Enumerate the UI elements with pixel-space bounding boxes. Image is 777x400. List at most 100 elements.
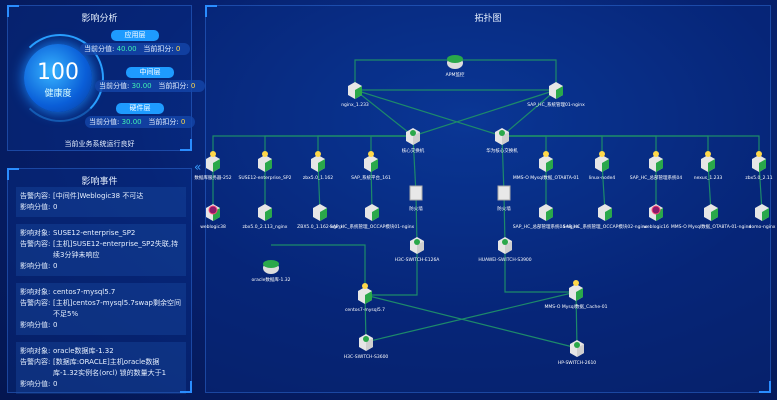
panel-title: 影响事件 bbox=[81, 177, 118, 187]
node-label: zbx5.0_1.162 bbox=[303, 175, 333, 181]
topology-node-firewall[interactable]: 防火墙 bbox=[409, 185, 423, 212]
topology-node-app[interactable]: SAP_HC_总部管理系统04-nginx bbox=[513, 204, 580, 230]
object-value: oracle数据库-1.32 bbox=[53, 347, 114, 355]
node-label: 防火墙 bbox=[497, 205, 511, 212]
score-label: 影响分值: bbox=[20, 321, 51, 329]
event-item[interactable]: 影响对象: oracle数据库-1.32 告警内容: [数据库:ORACLE]主机or… bbox=[16, 342, 186, 394]
topology-node-switch[interactable]: H3C-SWITCH-E126A bbox=[395, 237, 441, 263]
topology-link bbox=[354, 89, 414, 137]
content-label: 告警内容: bbox=[20, 192, 51, 200]
topology-node-weblogic[interactable]: weblogic16 bbox=[643, 204, 669, 230]
topology-node-host[interactable]: MMS-O Mysql数据_OTA8TA-01 bbox=[513, 151, 579, 181]
node-label: 核心交换机 bbox=[402, 147, 425, 154]
node-label: zbx5.0_2.11 bbox=[745, 175, 772, 181]
topology-node-app[interactable]: SAP_HC_系统管理_OCCAP模块01-nginx bbox=[330, 204, 415, 230]
event-item[interactable]: 影响对象: centos7-mysql5.7 告警内容: [主机]centos7-my… bbox=[16, 283, 186, 335]
topology-node-switch[interactable]: HUAWEI-SWITCH-S3900 bbox=[478, 237, 532, 263]
object-label: 影响对象: bbox=[20, 288, 51, 296]
object-label: 影响对象: bbox=[20, 229, 51, 237]
node-label: domo-nginx bbox=[749, 224, 776, 230]
score-label: 当前分值: bbox=[89, 118, 120, 126]
topology-node-host[interactable]: SAP_HC_总部管理系统04 bbox=[630, 151, 683, 181]
topology-link bbox=[365, 245, 418, 296]
topology-node-host[interactable]: zbx5.0_2.11 bbox=[745, 151, 773, 181]
topology-node-app[interactable]: zbx5.0_2.113_nginx bbox=[243, 204, 288, 230]
topology-node-db[interactable]: APM监控 bbox=[446, 55, 465, 78]
topology-node-switch[interactable]: 核心交换机 bbox=[402, 128, 425, 154]
score-label: 影响分值: bbox=[20, 380, 51, 388]
layer-app: 应用层 当前分值: 40.00 当前扣分: 0 bbox=[80, 30, 190, 55]
node-label: linux-node4 bbox=[589, 175, 616, 181]
panel-title: 影响分析 bbox=[81, 14, 118, 24]
topology-node-host[interactable]: MMS-O Mysql数据_Cache-01 bbox=[545, 280, 608, 310]
score-value: 0 bbox=[53, 380, 58, 388]
topology-node-db[interactable]: oracle数据库-1.32 bbox=[252, 260, 291, 283]
deduct-label: 当前扣分: bbox=[158, 82, 189, 90]
score-value: 30.00 bbox=[131, 82, 152, 90]
score-label: 当前分值: bbox=[99, 82, 130, 90]
topology-link bbox=[575, 291, 578, 349]
health-label: 健康度 bbox=[44, 89, 72, 99]
topology-node-app[interactable]: MMS-O Mysql数据_OTA8TA-01-nginx bbox=[671, 204, 752, 230]
topology-node-app[interactable]: SAP_HC_系统管理01-nginx bbox=[527, 82, 585, 108]
node-label: 防火墙 bbox=[409, 205, 423, 212]
layer-hardware: 硬件层 当前分值: 30.00 当前扣分: 0 bbox=[85, 103, 195, 128]
gauge-ring bbox=[16, 34, 104, 122]
deduct-label: 当前扣分: bbox=[143, 45, 174, 53]
topology-node-app[interactable]: ZBX5.0_1.162-nginx bbox=[297, 204, 343, 230]
topology-node-switch[interactable]: 华为核心交换机 bbox=[486, 128, 518, 154]
node-label: weblogic16 bbox=[643, 224, 669, 230]
topology-node-host[interactable]: linux-node4 bbox=[589, 151, 616, 181]
topology-link bbox=[264, 135, 413, 163]
content-value: [中间件]Weblogic38 不可达 bbox=[53, 192, 144, 200]
score-label: 影响分值: bbox=[20, 262, 51, 270]
topology-node-firewall[interactable]: 防火墙 bbox=[497, 185, 511, 212]
topology-node-host[interactable]: SAP_系统平台_161 bbox=[351, 151, 391, 181]
topology-link bbox=[502, 135, 657, 163]
topology-node-switch[interactable]: H3C-SWITCH-S3600 bbox=[344, 334, 389, 360]
node-label: weblogic38 bbox=[200, 224, 226, 230]
node-label: MMS-O Mysql数据_OTA8TA-01-nginx bbox=[671, 223, 752, 230]
event-item[interactable]: 影响对象: SUSE12-enterprise_SP2 告警内容: [主机]SUSE1… bbox=[16, 224, 186, 276]
content-label: 告警内容: bbox=[20, 358, 51, 366]
topology-node-host[interactable]: zbx5.0_1.162 bbox=[303, 151, 333, 181]
topology-node-host[interactable]: 数据库服务器-252 bbox=[194, 151, 232, 181]
layer-name: 应用层 bbox=[111, 30, 159, 41]
topology-node-app[interactable]: SAP_HC_系统管理_OCCAP模块02-nginx bbox=[563, 204, 648, 230]
deduct-value: 0 bbox=[175, 45, 181, 53]
topology-link bbox=[354, 89, 503, 137]
node-label: zbx5.0_2.113_nginx bbox=[243, 224, 288, 230]
topology-node-host[interactable]: nexus_1.233 bbox=[694, 151, 723, 181]
topology-link bbox=[364, 294, 578, 349]
topology-link bbox=[501, 135, 505, 195]
topology-link bbox=[365, 291, 577, 343]
node-label: SAP_HC_总部管理系统04 bbox=[630, 174, 683, 181]
topology-node-app[interactable]: nginx_1.233 bbox=[341, 82, 369, 108]
topology-node-switch[interactable]: HP-SWITCH-2610 bbox=[558, 340, 596, 366]
content-value: [数据库:ORACLE]主机oracle数据库-1.32实例名(orcl) 锁的… bbox=[53, 358, 167, 377]
topology-node-host[interactable]: SUSE12-enterprise_SP2 bbox=[239, 151, 292, 181]
deduct-value: 0 bbox=[180, 118, 186, 126]
topology-link bbox=[415, 193, 418, 246]
topology-link bbox=[412, 89, 557, 137]
topology-node-host[interactable]: centos7-mysql5.7 bbox=[345, 283, 385, 313]
score-value: 0 bbox=[53, 262, 58, 270]
collapse-arrow-icon[interactable]: « bbox=[194, 160, 202, 174]
impact-analysis-panel: 影响分析 100 健康度 应用层 当前分值: 40.00 当前扣分: 0 中间层… bbox=[7, 5, 205, 151]
topology-link bbox=[501, 89, 557, 137]
content-value: [主机]SUSE12-enterprise_SP2失联,持续3分钟未响应 bbox=[53, 240, 179, 259]
node-label: H3C-SWITCH-S3600 bbox=[344, 354, 389, 360]
node-label: 华为核心交换机 bbox=[486, 147, 518, 154]
object-label: 影响对象: bbox=[20, 347, 51, 355]
object-value: centos7-mysql5.7 bbox=[53, 288, 116, 296]
node-label: MMS-O Mysql数据_Cache-01 bbox=[545, 303, 608, 310]
node-label: SAP_HC_总部管理系统04-nginx bbox=[513, 223, 580, 230]
event-item[interactable]: 告警内容: [中间件]Weblogic38 不可达 影响分值: 0 bbox=[16, 187, 186, 217]
deduct-label: 当前扣分: bbox=[148, 118, 179, 126]
topology-node-app[interactable]: domo-nginx bbox=[749, 204, 776, 230]
node-label: HP-SWITCH-2610 bbox=[558, 360, 596, 366]
node-label: oracle数据库-1.32 bbox=[252, 276, 291, 283]
score-value: 0 bbox=[53, 203, 58, 211]
node-label: APM监控 bbox=[446, 71, 465, 78]
topology-node-weblogic[interactable]: weblogic38 bbox=[200, 204, 226, 230]
